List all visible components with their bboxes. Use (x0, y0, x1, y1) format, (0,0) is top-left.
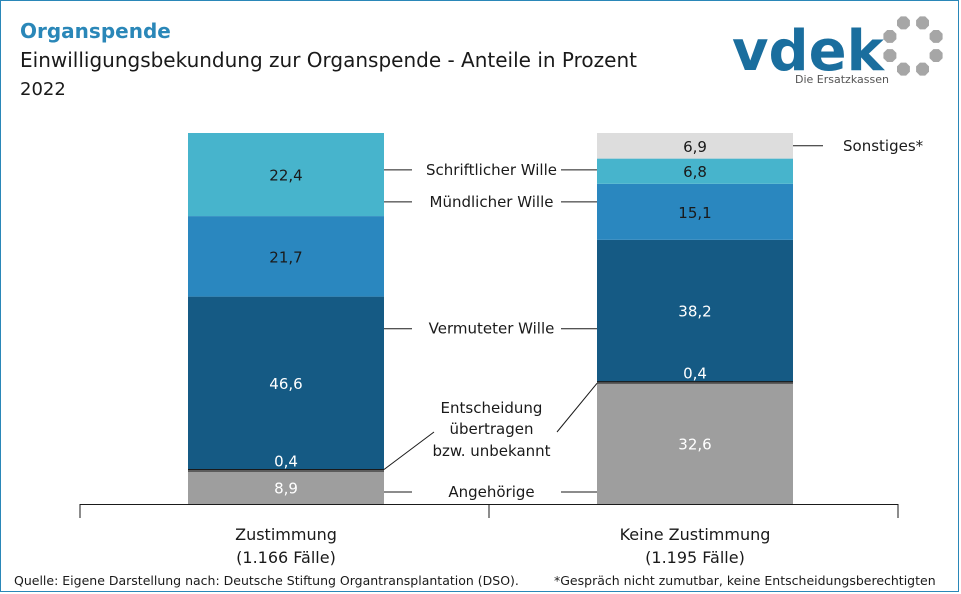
bar-segment-2-1 (597, 383, 793, 504)
chart-title: Organspende (20, 19, 171, 43)
value-label: 21,7 (269, 248, 302, 266)
value-label: 32,6 (678, 436, 711, 454)
series-label: Angehörige (448, 483, 534, 501)
value-label: 6,9 (683, 138, 707, 156)
category-note: (1.195 Fälle) (645, 548, 745, 567)
footnote: *Gespräch nicht zumutbar, keine Entschei… (554, 573, 936, 588)
bar-segment-1-2 (188, 469, 384, 471)
value-label: 22,4 (269, 167, 302, 185)
chart-subtitle: Einwilligungsbekundung zur Organspende -… (20, 48, 637, 72)
series-label: Vermuteter Wille (429, 320, 555, 338)
vdek-logo: vdek Die Ersatzkassen (732, 16, 943, 86)
series-label: Sonstiges* (843, 137, 924, 155)
category-note: (1.166 Fälle) (236, 548, 336, 567)
value-label: 38,2 (678, 303, 711, 321)
logo-wordmark: vdek (732, 19, 886, 84)
logo-tagline: Die Ersatzkassen (795, 73, 889, 86)
series-label-entscheidung: Entscheidung (441, 399, 543, 417)
logo-octagon (929, 49, 943, 62)
logo-octagon (897, 62, 910, 76)
logo-octagon (916, 62, 929, 76)
bar-segment-2-3 (597, 239, 793, 382)
bar-segment-2-2 (597, 381, 793, 384)
logo-octagon (897, 16, 910, 30)
logo-octagon (929, 30, 943, 43)
value-label: 0,4 (274, 453, 298, 471)
value-label: 8,9 (274, 480, 298, 498)
chart-year: 2022 (20, 79, 66, 100)
value-label: 0,4 (683, 365, 707, 383)
leader-line (383, 431, 435, 470)
category-label: Zustimmung (235, 525, 337, 544)
series-label: Schriftlicher Wille (426, 161, 557, 179)
logo-octagon (883, 49, 897, 62)
bar-segment-2-5 (597, 158, 793, 184)
logo-octagon (883, 30, 897, 43)
value-label: 46,6 (269, 375, 302, 393)
logo-octagon (916, 16, 929, 30)
bar-segment-2-4 (597, 183, 793, 240)
category-label: Keine Zustimmung (620, 525, 771, 544)
bar-segment-1-3 (188, 296, 384, 470)
bar-segment-1-4 (188, 216, 384, 297)
series-label-entscheidung: bzw. unbekannt (432, 442, 550, 460)
value-label: 6,8 (683, 163, 707, 181)
bar-segment-2-6 (597, 133, 793, 159)
series-label-entscheidung: übertragen (450, 420, 534, 438)
bar-segment-1-1 (188, 470, 384, 504)
bar-segment-1-5 (188, 133, 384, 217)
series-label: Mündlicher Wille (430, 193, 554, 211)
logo-ring-icon (883, 16, 943, 76)
source-note: Quelle: Eigene Darstellung nach: Deutsch… (14, 573, 519, 588)
value-label: 15,1 (678, 204, 711, 222)
leader-line (556, 382, 598, 433)
